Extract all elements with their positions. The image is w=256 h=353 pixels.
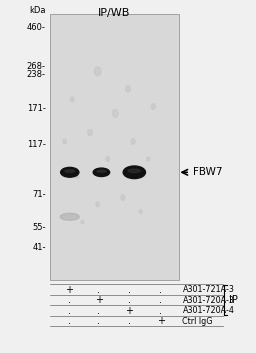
Circle shape [76,174,79,179]
Text: .: . [128,295,131,305]
Ellipse shape [128,169,141,173]
Circle shape [96,202,99,207]
Text: Ctrl IgG: Ctrl IgG [183,317,213,325]
Ellipse shape [123,166,145,179]
Ellipse shape [61,167,79,177]
Text: .: . [159,285,162,295]
Circle shape [147,157,150,161]
Circle shape [70,97,74,102]
Text: 460-: 460- [27,23,46,32]
Text: IP: IP [229,295,238,305]
Text: +: + [157,316,165,326]
Circle shape [151,104,155,109]
Circle shape [94,67,101,76]
Circle shape [113,110,118,117]
Circle shape [88,130,92,136]
Text: .: . [159,306,162,316]
Circle shape [131,139,135,144]
Text: FBW7: FBW7 [193,167,222,177]
Text: A301-720A-4: A301-720A-4 [183,306,234,315]
Text: 117-: 117- [27,140,46,149]
Circle shape [63,139,67,144]
Text: A301-720A-3: A301-720A-3 [183,295,234,305]
Text: .: . [159,295,162,305]
Text: 71-: 71- [32,190,46,198]
Text: .: . [128,285,131,295]
Circle shape [121,195,125,200]
Ellipse shape [65,170,75,173]
Text: +: + [95,295,103,305]
Text: .: . [128,316,131,326]
Ellipse shape [60,213,79,220]
Text: +: + [125,306,133,316]
Circle shape [126,86,130,92]
Text: .: . [68,306,71,316]
Text: .: . [68,295,71,305]
Text: kDa: kDa [29,6,46,14]
Ellipse shape [93,168,110,176]
Text: 41-: 41- [32,243,46,252]
Text: 268-: 268- [27,62,46,71]
Text: +: + [65,285,73,295]
Ellipse shape [97,170,106,173]
FancyBboxPatch shape [49,14,179,280]
Text: 55-: 55- [32,223,46,232]
Circle shape [139,209,142,214]
Circle shape [81,220,84,224]
Text: .: . [97,306,100,316]
Text: 238-: 238- [27,71,46,79]
Text: .: . [97,285,100,295]
Text: .: . [97,316,100,326]
Text: IP/WB: IP/WB [98,8,130,18]
Circle shape [106,156,110,161]
Text: .: . [68,316,71,326]
Text: 171-: 171- [27,104,46,113]
Text: A301-721A-3: A301-721A-3 [183,285,234,294]
